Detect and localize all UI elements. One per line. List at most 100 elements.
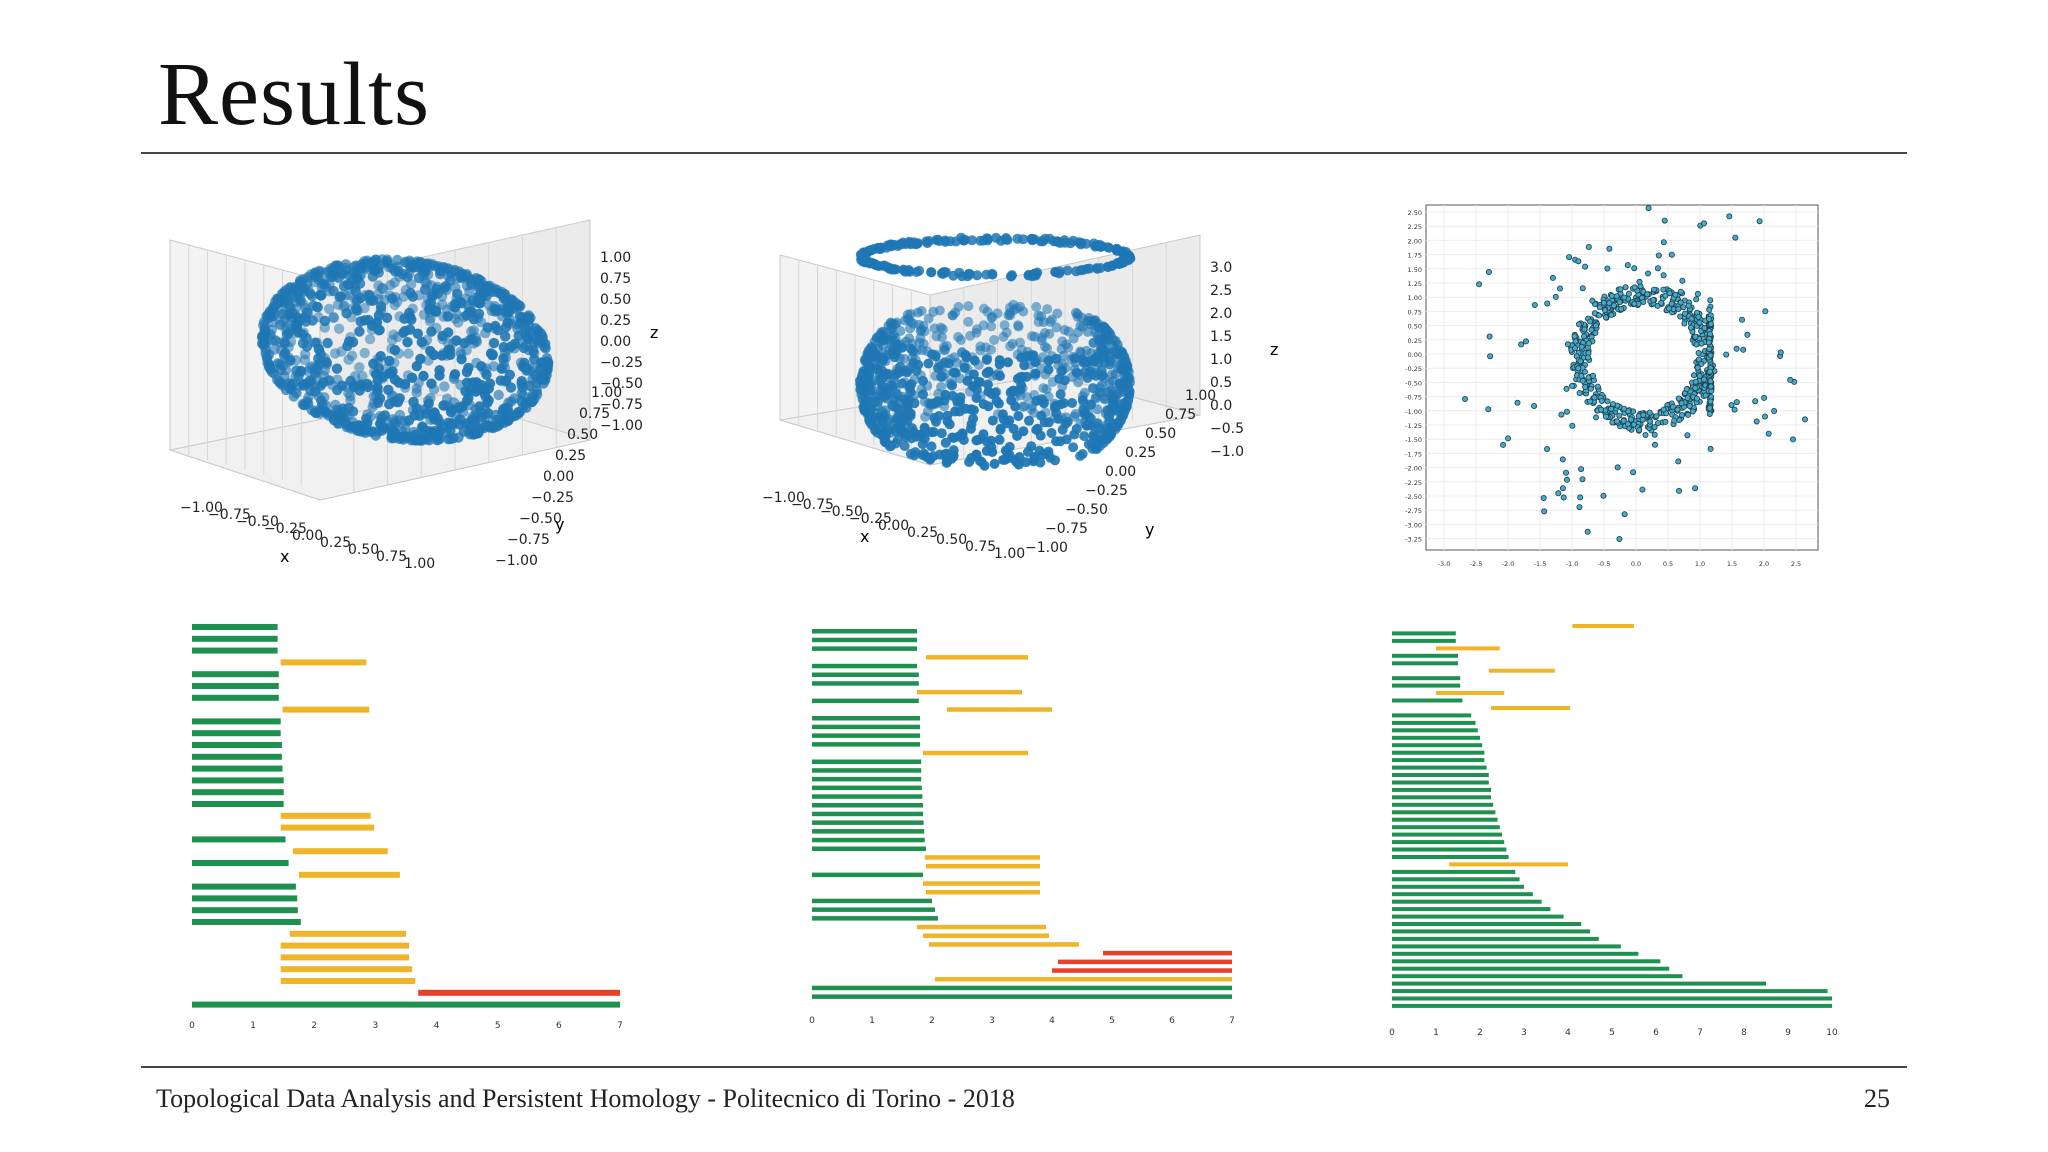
- torus-point: [1094, 322, 1105, 333]
- sphere-y-tick: 1.00: [591, 385, 622, 401]
- sphere-point: [393, 348, 405, 359]
- sphere-point: [400, 423, 411, 434]
- sphere-point: [273, 376, 285, 387]
- torus-point: [1051, 322, 1062, 333]
- scatter-point: [1685, 302, 1692, 309]
- sphere-point: [437, 334, 448, 345]
- scatter-point: [1693, 296, 1700, 303]
- scatter-point: [1662, 418, 1669, 425]
- sphere-point: [346, 312, 357, 323]
- scatter-point: [1578, 372, 1585, 379]
- scatter-point: [1485, 269, 1492, 276]
- sphere-point: [418, 339, 430, 350]
- torus-3d-plot: 3.02.52.01.51.00.50.0−0.5−1.0 −1.00−0.75…: [762, 232, 1278, 562]
- barcode-bar-dim-0: [1392, 676, 1461, 681]
- torus-point: [947, 310, 958, 321]
- torus-point: [1111, 418, 1122, 429]
- sphere-point: [359, 347, 370, 359]
- scatter-point: [1594, 383, 1601, 390]
- barcode-bar-dim-0: [1392, 922, 1582, 926]
- barcode-bar-dim-0: [192, 683, 279, 689]
- scatter-point: [1544, 300, 1551, 307]
- sphere-point: [504, 369, 515, 380]
- barcode-bar-dim-0: [1392, 936, 1599, 941]
- sphere-point: [260, 328, 271, 339]
- barcode-x-tick: 4: [1049, 1016, 1055, 1025]
- sphere-point: [521, 332, 532, 343]
- torus-point: [971, 435, 982, 446]
- scatter-point: [1738, 316, 1745, 323]
- barcode-bar-dim-0: [812, 872, 923, 878]
- torus-point: [1042, 304, 1053, 315]
- sphere-point: [513, 408, 524, 419]
- barcode-bar-dim-0: [1392, 877, 1520, 882]
- torus-point: [1116, 402, 1127, 413]
- torus-point: [963, 316, 974, 327]
- sphere-point: [333, 323, 345, 334]
- scatter-point: [1608, 405, 1615, 412]
- torus-point: [1086, 369, 1097, 380]
- torus-point: [1025, 359, 1036, 370]
- torus-point: [1107, 369, 1118, 380]
- torus-point: [1070, 409, 1081, 419]
- torus-z-tick: 2.5: [1210, 283, 1232, 299]
- torus-point: [1061, 434, 1072, 445]
- sphere-point: [352, 305, 363, 316]
- barcode-x-tick: 6: [556, 1021, 562, 1030]
- torus-point: [997, 409, 1008, 420]
- torus-point: [1031, 301, 1042, 312]
- footer-divider: [141, 1066, 1907, 1068]
- sphere-point: [297, 338, 309, 349]
- torus-point: [1029, 331, 1040, 342]
- sphere-x-ticks: −1.00−0.75−0.50−0.250.000.250.500.751.00: [180, 500, 435, 572]
- sphere-point: [482, 322, 493, 333]
- torus-point: [1030, 368, 1041, 379]
- sphere-point: [491, 305, 503, 316]
- sphere-point: [413, 272, 425, 284]
- sphere-point: [535, 328, 546, 339]
- scatter-point: [1606, 245, 1613, 252]
- barcode-bar-dim-0: [812, 742, 920, 747]
- barcode-bar-dim-0: [192, 742, 282, 748]
- scatter-point: [1668, 251, 1675, 258]
- torus-point: [934, 305, 945, 316]
- sphere-point: [421, 278, 433, 289]
- barcode-bar-dim-1: [926, 863, 1040, 869]
- torus-point: [998, 331, 1009, 342]
- scatter-point: [1616, 299, 1623, 306]
- scatter-x-tick: 0.5: [1663, 560, 1673, 568]
- barcode-bar-dim-0: [192, 718, 281, 725]
- scatter-point: [1728, 402, 1735, 409]
- page-number: 25: [1864, 1084, 1890, 1113]
- torus-point: [909, 390, 920, 401]
- torus-point: [964, 457, 975, 467]
- scatter-point: [1706, 368, 1713, 375]
- sphere-point: [402, 337, 413, 348]
- scatter-plot-area: [1425, 204, 1819, 551]
- torus-point: [895, 361, 906, 372]
- scatter-point: [1630, 469, 1637, 476]
- scatter-point: [1660, 239, 1667, 246]
- sphere-point: [293, 287, 304, 298]
- torus-point: [1075, 239, 1086, 250]
- scatter-point: [1486, 333, 1493, 340]
- scatter-point: [1752, 398, 1759, 405]
- scatter-point: [1660, 272, 1667, 279]
- sphere-point: [412, 328, 423, 339]
- torus-point: [926, 441, 937, 452]
- barcode-bar-dim-1: [924, 855, 1040, 860]
- torus-point: [1053, 413, 1064, 424]
- scatter-point: [1666, 305, 1673, 312]
- barcode-bar-dim-0: [1392, 989, 1828, 994]
- torus-z-tick: −1.0: [1210, 444, 1244, 460]
- torus-point: [965, 330, 976, 341]
- torus-point: [1036, 410, 1047, 421]
- sphere-point: [303, 307, 314, 319]
- scatter-point: [1723, 351, 1730, 358]
- sphere-point: [376, 254, 388, 265]
- sphere-point: [461, 395, 473, 406]
- torus-point: [936, 381, 947, 392]
- scatter-point: [1762, 308, 1769, 315]
- sphere-point: [371, 317, 383, 328]
- torus-point: [880, 437, 891, 448]
